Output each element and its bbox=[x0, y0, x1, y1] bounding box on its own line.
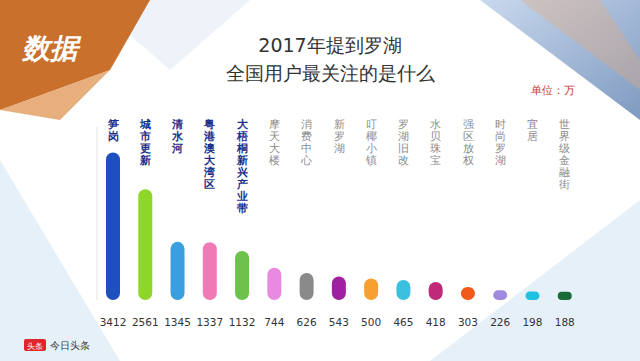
svg-text:强: 强 bbox=[462, 118, 474, 131]
svg-text:尚: 尚 bbox=[494, 130, 506, 143]
svg-text:1132: 1132 bbox=[229, 316, 256, 328]
svg-text:新: 新 bbox=[333, 118, 345, 131]
svg-text:旧: 旧 bbox=[398, 142, 409, 155]
svg-text:级: 级 bbox=[559, 142, 571, 155]
svg-text:2561: 2561 bbox=[132, 316, 159, 328]
svg-text:湖: 湖 bbox=[334, 142, 345, 155]
svg-text:消: 消 bbox=[301, 118, 313, 131]
svg-text:澳: 澳 bbox=[204, 142, 216, 155]
svg-text:区: 区 bbox=[204, 178, 215, 191]
svg-text:珠: 珠 bbox=[430, 142, 442, 155]
svg-text:226: 226 bbox=[490, 316, 510, 328]
svg-text:摩: 摩 bbox=[269, 118, 280, 131]
svg-text:大: 大 bbox=[204, 154, 216, 167]
svg-text:罗: 罗 bbox=[494, 142, 506, 155]
svg-text:湾: 湾 bbox=[204, 166, 216, 179]
svg-text:笋: 笋 bbox=[107, 118, 119, 131]
svg-text:更: 更 bbox=[139, 142, 151, 155]
svg-text:中: 中 bbox=[301, 142, 313, 155]
svg-text:今日头条: 今日头条 bbox=[50, 340, 90, 351]
svg-text:大: 大 bbox=[269, 142, 280, 155]
svg-text:1337: 1337 bbox=[196, 316, 223, 328]
svg-text:罗: 罗 bbox=[333, 130, 345, 143]
svg-text:头条: 头条 bbox=[27, 342, 43, 351]
svg-text:303: 303 bbox=[458, 316, 478, 328]
svg-text:贝: 贝 bbox=[430, 130, 442, 143]
svg-text:世: 世 bbox=[559, 118, 571, 131]
svg-text:城: 城 bbox=[139, 118, 151, 131]
svg-text:带: 带 bbox=[237, 202, 248, 215]
svg-text:产: 产 bbox=[236, 178, 248, 191]
svg-text:区: 区 bbox=[462, 130, 474, 143]
svg-text:543: 543 bbox=[329, 316, 349, 328]
svg-text:数据: 数据 bbox=[21, 32, 82, 65]
svg-text:街: 街 bbox=[559, 178, 570, 191]
svg-text:新: 新 bbox=[139, 154, 151, 167]
svg-text:小: 小 bbox=[365, 142, 377, 155]
svg-text:镇: 镇 bbox=[365, 154, 377, 167]
svg-text:500: 500 bbox=[361, 316, 381, 328]
svg-text:湖: 湖 bbox=[495, 154, 506, 167]
svg-text:全国用户最关注的是什么: 全国用户最关注的是什么 bbox=[226, 62, 435, 84]
svg-text:粤: 粤 bbox=[204, 118, 216, 131]
svg-text:水: 水 bbox=[430, 118, 442, 131]
svg-text:744: 744 bbox=[264, 316, 284, 328]
svg-text:湖: 湖 bbox=[398, 130, 409, 143]
svg-text:心: 心 bbox=[300, 154, 312, 167]
svg-text:兴: 兴 bbox=[236, 166, 248, 179]
svg-text:融: 融 bbox=[559, 166, 571, 179]
svg-text:宝: 宝 bbox=[430, 154, 441, 167]
svg-text:单位：万: 单位：万 bbox=[531, 84, 575, 96]
svg-text:放: 放 bbox=[462, 142, 474, 155]
svg-text:大: 大 bbox=[236, 118, 248, 131]
svg-text:梧: 梧 bbox=[236, 130, 248, 143]
svg-text:626: 626 bbox=[297, 316, 317, 328]
svg-text:费: 费 bbox=[301, 130, 313, 143]
svg-text:金: 金 bbox=[559, 154, 571, 167]
svg-text:罗: 罗 bbox=[398, 118, 409, 131]
svg-text:叮: 叮 bbox=[365, 118, 377, 131]
svg-text:界: 界 bbox=[559, 130, 571, 143]
svg-text:198: 198 bbox=[522, 316, 542, 328]
svg-text:居: 居 bbox=[527, 130, 538, 143]
svg-text:市: 市 bbox=[139, 130, 151, 143]
svg-text:418: 418 bbox=[426, 316, 446, 328]
svg-text:水: 水 bbox=[172, 130, 184, 143]
svg-text:1345: 1345 bbox=[164, 316, 191, 328]
svg-text:465: 465 bbox=[393, 316, 413, 328]
svg-text:时: 时 bbox=[494, 118, 506, 131]
svg-text:业: 业 bbox=[236, 190, 248, 203]
svg-text:改: 改 bbox=[398, 154, 409, 167]
svg-text:新: 新 bbox=[236, 154, 248, 167]
svg-text:桐: 桐 bbox=[236, 142, 248, 155]
svg-text:3412: 3412 bbox=[100, 316, 127, 328]
svg-text:椰: 椰 bbox=[365, 130, 377, 143]
svg-text:岗: 岗 bbox=[108, 130, 119, 143]
svg-text:188: 188 bbox=[555, 316, 575, 328]
svg-text:宜: 宜 bbox=[527, 118, 539, 131]
svg-text:楼: 楼 bbox=[269, 154, 280, 167]
svg-text:2017年提到罗湖: 2017年提到罗湖 bbox=[258, 34, 401, 56]
svg-text:权: 权 bbox=[462, 154, 474, 167]
svg-text:河: 河 bbox=[171, 142, 183, 155]
svg-text:清: 清 bbox=[172, 118, 184, 131]
svg-text:港: 港 bbox=[204, 130, 216, 143]
svg-text:天: 天 bbox=[269, 130, 280, 143]
